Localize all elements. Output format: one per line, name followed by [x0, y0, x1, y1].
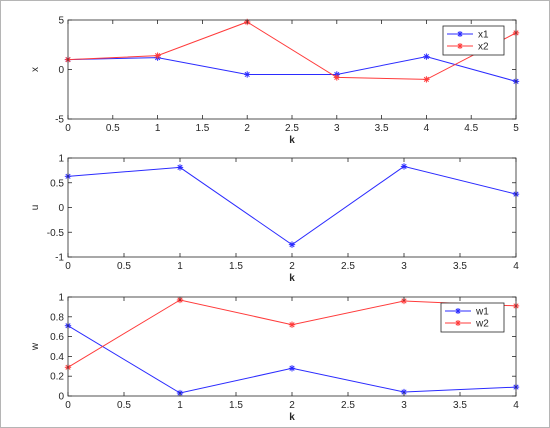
y-tick-label: 0: [58, 65, 64, 76]
y-tick-label: 0: [58, 203, 64, 214]
x-tick-label: 3: [401, 261, 407, 272]
x-tick-label: 1: [177, 261, 183, 272]
x-axis-label: k: [289, 412, 295, 423]
data-point: [423, 76, 430, 83]
legend-entry: x1: [447, 30, 489, 41]
data-point: [176, 164, 184, 171]
data-point: [288, 365, 296, 372]
legend-entry: x2: [447, 42, 489, 53]
x-tick-label: 1.5: [229, 400, 243, 411]
x-tick-label: 2: [244, 123, 250, 134]
x-tick-label: 1.5: [229, 261, 243, 272]
legend-box: [442, 25, 505, 56]
data-point: [244, 71, 251, 78]
legend-label: w1: [475, 307, 489, 318]
chart-2: 0 0.5 1 1.5 2 2.5 3 3.5 4 -1 -0.5 0 0.5 1 k u: [30, 154, 519, 285]
data-point: [288, 321, 296, 328]
x-tick-label: 1: [177, 400, 183, 411]
data-point: [423, 53, 430, 60]
x-tick-label: 1.5: [195, 123, 209, 134]
x-tick-label: 4: [513, 400, 519, 411]
x-tick-label: 3.5: [453, 400, 467, 411]
legend-label: w2: [475, 319, 489, 330]
y-tick-label: 0: [58, 392, 64, 403]
x-tick-label: 2: [289, 400, 295, 411]
x-tick-label: 0: [65, 261, 71, 272]
x-tick-label: 1: [155, 123, 161, 134]
legend-label: x1: [478, 30, 489, 41]
x-tick-label: 3.5: [453, 261, 467, 272]
y-tick-label: 0.8: [50, 312, 64, 323]
x-tick-label: 0.5: [117, 400, 131, 411]
y-axis-label: u: [30, 205, 41, 211]
y-tick-label: -0.5: [47, 228, 65, 239]
y-tick-label: 0.4: [50, 352, 64, 363]
x-tick-label: 3: [401, 400, 407, 411]
x-tick-label: 2.5: [285, 123, 299, 134]
x-tick-label: 4.5: [464, 123, 478, 134]
series-line: [67, 21, 517, 80]
x-tick-label: 0: [65, 400, 71, 411]
x-tick-label: 2.5: [341, 400, 355, 411]
legend-box: [440, 302, 505, 333]
y-tick-label: 0.2: [50, 372, 64, 383]
x-axis-label: k: [289, 273, 295, 284]
x-tick-label: 2: [289, 261, 295, 272]
legend-entry: w2: [445, 319, 489, 330]
x-tick-label: 4: [513, 261, 519, 272]
y-tick-label: 5: [58, 16, 64, 27]
y-tick-label: 1: [58, 154, 64, 165]
y-tick-label: -1: [55, 253, 64, 264]
y-axis-label: w: [30, 342, 41, 351]
x-tick-label: 0.5: [117, 261, 131, 272]
x-axis-label: k: [289, 135, 295, 146]
data-point: [288, 241, 296, 248]
series-series-1: [64, 163, 520, 248]
x-tick-label: 4: [424, 123, 430, 134]
data-point: [154, 52, 161, 59]
x-tick-label: 2.5: [341, 261, 355, 272]
plot-area: [68, 20, 516, 119]
x-tick-label: 0: [65, 123, 71, 134]
y-tick-label: 0.6: [50, 332, 64, 343]
y-tick-label: 0.5: [50, 178, 64, 189]
data-point: [400, 163, 408, 170]
legend-entry: w1: [445, 307, 489, 318]
legend-label: x2: [478, 42, 489, 53]
x-tick-label: 0.5: [106, 123, 120, 134]
y-axis-label: x: [30, 67, 41, 72]
x-tick-label: 3: [334, 123, 340, 134]
y-tick-label: -5: [55, 115, 64, 126]
y-tick-label: 1: [58, 293, 64, 304]
plot-area: [68, 158, 516, 257]
data-point: [333, 74, 340, 81]
x-tick-label: 5: [513, 123, 519, 134]
series-line: [67, 56, 517, 82]
x-tick-label: 3.5: [375, 123, 389, 134]
